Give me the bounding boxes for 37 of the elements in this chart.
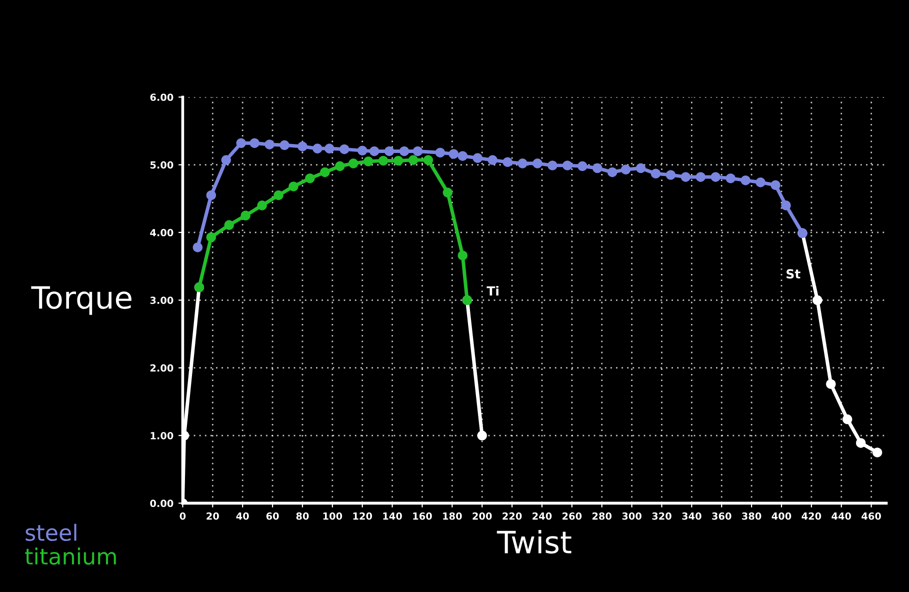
- x-tick-label: 440: [832, 512, 852, 520]
- x-tick-label: 260: [562, 512, 582, 520]
- x-tick-label: 460: [862, 512, 881, 520]
- x-tick-label: 160: [413, 512, 432, 520]
- y-tick-label: 5.00: [150, 161, 174, 169]
- x-tick-label: 0: [180, 512, 186, 520]
- x-tick-label: 40: [236, 512, 249, 520]
- x-tick-label: 420: [802, 512, 822, 520]
- x-tick-label: 240: [532, 512, 552, 520]
- x-tick-label: 180: [443, 512, 462, 520]
- x-tick-label: 140: [383, 512, 402, 520]
- text: steel: [26, 524, 76, 542]
- x-tick-label: 360: [712, 512, 732, 520]
- x-tick-label: 80: [296, 512, 309, 520]
- x-tick-label: 280: [592, 512, 612, 520]
- x-tick-label: 220: [502, 512, 522, 520]
- y-tick-label: 0.00: [150, 500, 174, 508]
- x-axis-title: Twist: [496, 530, 572, 554]
- text: titanium: [25, 548, 116, 565]
- y-tick-label: 4.00: [150, 228, 174, 236]
- x-tick-label: 380: [742, 512, 762, 520]
- x-tick-label: 340: [682, 512, 702, 520]
- annotation: Ti: [486, 286, 498, 296]
- y-tick-label: 3.00: [150, 296, 174, 304]
- x-tick-label: 400: [772, 512, 792, 520]
- x-tick-label: 320: [652, 512, 672, 520]
- y-tick-label: 2.00: [150, 364, 174, 372]
- x-tick-label: 200: [472, 512, 492, 520]
- y-tick-label: 1.00: [150, 432, 174, 440]
- x-tick-label: 120: [353, 512, 372, 520]
- x-tick-label: 300: [622, 512, 642, 520]
- x-tick-label: 20: [206, 512, 219, 520]
- y-axis-title: Torque: [31, 286, 132, 315]
- x-tick-label: 100: [323, 512, 342, 520]
- annotation: St: [786, 269, 800, 279]
- x-tick-label: 60: [266, 512, 279, 520]
- y-tick-label: 6.00: [150, 94, 174, 101]
